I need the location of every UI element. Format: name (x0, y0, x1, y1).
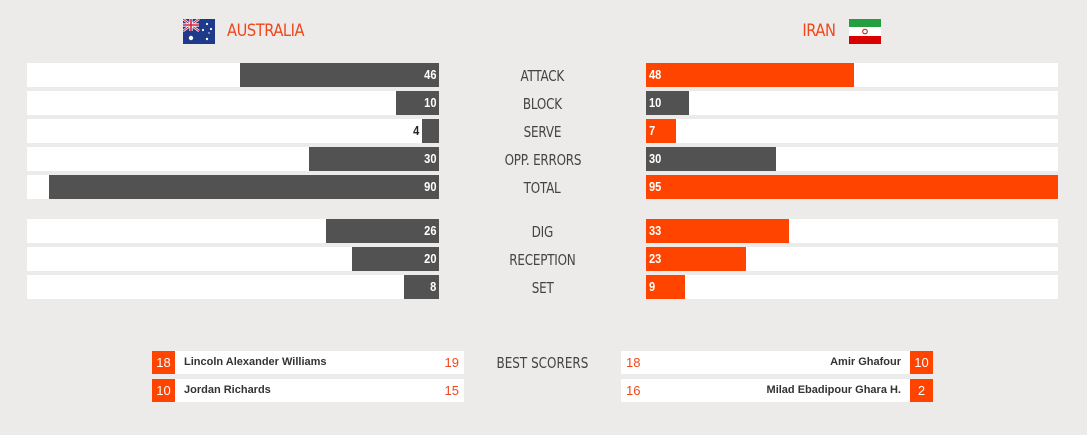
left-bar-track: 10 (27, 91, 439, 115)
player-number: 18 (152, 351, 175, 374)
stat-row-attack: 46 ATTACK 48 (0, 63, 1087, 87)
right-bar-value: 48 (649, 67, 662, 82)
right-bar-value: 7 (649, 123, 656, 138)
right-bar-track: 48 (646, 63, 1058, 87)
right-bar: 23 (646, 247, 746, 271)
right-bar-track: 95 (646, 175, 1058, 199)
best-scorer-right-row: 16 Milad Ebadipour Ghara H. 2 (621, 379, 933, 402)
stat-label: BLOCK (439, 91, 646, 115)
left-bar-track: 90 (27, 175, 439, 199)
left-bar-value: 90 (423, 179, 436, 194)
stat-label-text: SERVE (523, 123, 562, 141)
left-bar-track: 26 (27, 219, 439, 243)
best-scorer-right-row: 18 Amir Ghafour 10 (621, 351, 933, 374)
right-bar-track: 9 (646, 275, 1058, 299)
left-bar: 10 (396, 91, 439, 115)
right-bar-value: 30 (649, 151, 662, 166)
player-name: Amir Ghafour (830, 356, 901, 368)
stat-label: OPP. ERRORS (439, 147, 646, 171)
right-bar: 48 (646, 63, 854, 87)
right-bar: 95 (646, 175, 1058, 199)
stat-row-opp-errors: 30 OPP. ERRORS 30 (0, 147, 1087, 171)
stat-label: TOTAL (439, 175, 646, 199)
team-name-right: IRAN (801, 21, 836, 41)
left-bar-track: 4 (27, 119, 439, 143)
stat-label: DIG (439, 219, 646, 243)
stat-label-text: OPP. ERRORS (504, 151, 581, 169)
stat-label-text: SET (531, 279, 554, 297)
right-bar: 9 (646, 275, 685, 299)
left-bar: 4 (413, 119, 439, 143)
player-points: 19 (444, 355, 459, 370)
left-bar-track: 20 (27, 247, 439, 271)
stat-label-text: BLOCK (522, 95, 562, 113)
right-bar: 30 (646, 147, 776, 171)
player-name: Lincoln Alexander Williams (184, 356, 327, 368)
left-bar-value: 8 (429, 279, 436, 294)
right-bar-track: 7 (646, 119, 1058, 143)
team-stats-chart: 46 ATTACK 48 10 BLOCK 10 4 SERVE 7 30 OPP. ERRORS 3… (0, 63, 1087, 299)
left-bar-track: 30 (27, 147, 439, 171)
right-bar-track: 30 (646, 147, 1058, 171)
player-name: Milad Ebadipour Ghara H. (766, 384, 901, 396)
stat-label-text: TOTAL (524, 179, 561, 197)
left-bar: 46 (240, 63, 439, 87)
player-points: 16 (626, 383, 641, 398)
stat-label: SET (439, 275, 646, 299)
stat-row-dig: 26 DIG 33 (0, 219, 1087, 243)
left-bar-value: 10 (423, 95, 436, 110)
stat-row-total: 90 TOTAL 95 (0, 175, 1087, 199)
right-bar: 7 (646, 119, 676, 143)
iran-flag-icon (849, 18, 881, 44)
right-bar-track: 10 (646, 91, 1058, 115)
best-scorer-left-row: 10 Jordan Richards 15 (152, 379, 464, 402)
best-scorers-title: BEST SCORERS (496, 354, 589, 372)
left-bar: 8 (404, 275, 439, 299)
player-name: Jordan Richards (184, 384, 271, 396)
right-bar-value: 95 (649, 179, 662, 194)
right-bar-value: 10 (649, 95, 662, 110)
left-bar-track: 8 (27, 275, 439, 299)
stat-label: ATTACK (439, 63, 646, 87)
player-points: 15 (444, 383, 459, 398)
stat-label: RECEPTION (439, 247, 646, 271)
stat-label-text: ATTACK (520, 67, 565, 85)
australia-flag-icon (183, 18, 215, 44)
stat-row-set: 8 SET 9 (0, 275, 1087, 299)
stat-label-text: RECEPTION (509, 251, 576, 269)
left-bar-value: 46 (423, 67, 436, 82)
left-bar: 90 (49, 175, 439, 199)
right-bar-track: 23 (646, 247, 1058, 271)
left-bar-track: 46 (27, 63, 439, 87)
stat-row-block: 10 BLOCK 10 (0, 91, 1087, 115)
player-points: 18 (626, 355, 641, 370)
team-header-australia: AUSTRALIA (183, 18, 317, 44)
stat-label: SERVE (439, 119, 646, 143)
right-bar-track: 33 (646, 219, 1058, 243)
best-scorer-left-row: 18 Lincoln Alexander Williams 19 (152, 351, 464, 374)
left-bar-value: 4 (412, 123, 419, 138)
left-bar: 26 (326, 219, 439, 243)
team-header-iran: IRAN (797, 18, 881, 44)
team-name-left: AUSTRALIA (227, 21, 305, 41)
right-bar-value: 23 (649, 251, 662, 266)
stat-row-serve: 4 SERVE 7 (0, 119, 1087, 143)
right-bar: 10 (646, 91, 689, 115)
left-bar-value: 26 (423, 223, 436, 238)
right-bar-value: 9 (649, 279, 656, 294)
left-bar: 30 (309, 147, 439, 171)
player-number: 10 (152, 379, 175, 402)
player-number: 2 (910, 379, 933, 402)
stat-label-text: DIG (531, 223, 554, 241)
left-bar-value: 20 (423, 251, 436, 266)
right-bar-value: 33 (649, 223, 662, 238)
left-bar: 20 (352, 247, 439, 271)
right-bar: 33 (646, 219, 789, 243)
left-bar-value: 30 (423, 151, 436, 166)
player-number: 10 (910, 351, 933, 374)
stat-row-reception: 20 RECEPTION 23 (0, 247, 1087, 271)
